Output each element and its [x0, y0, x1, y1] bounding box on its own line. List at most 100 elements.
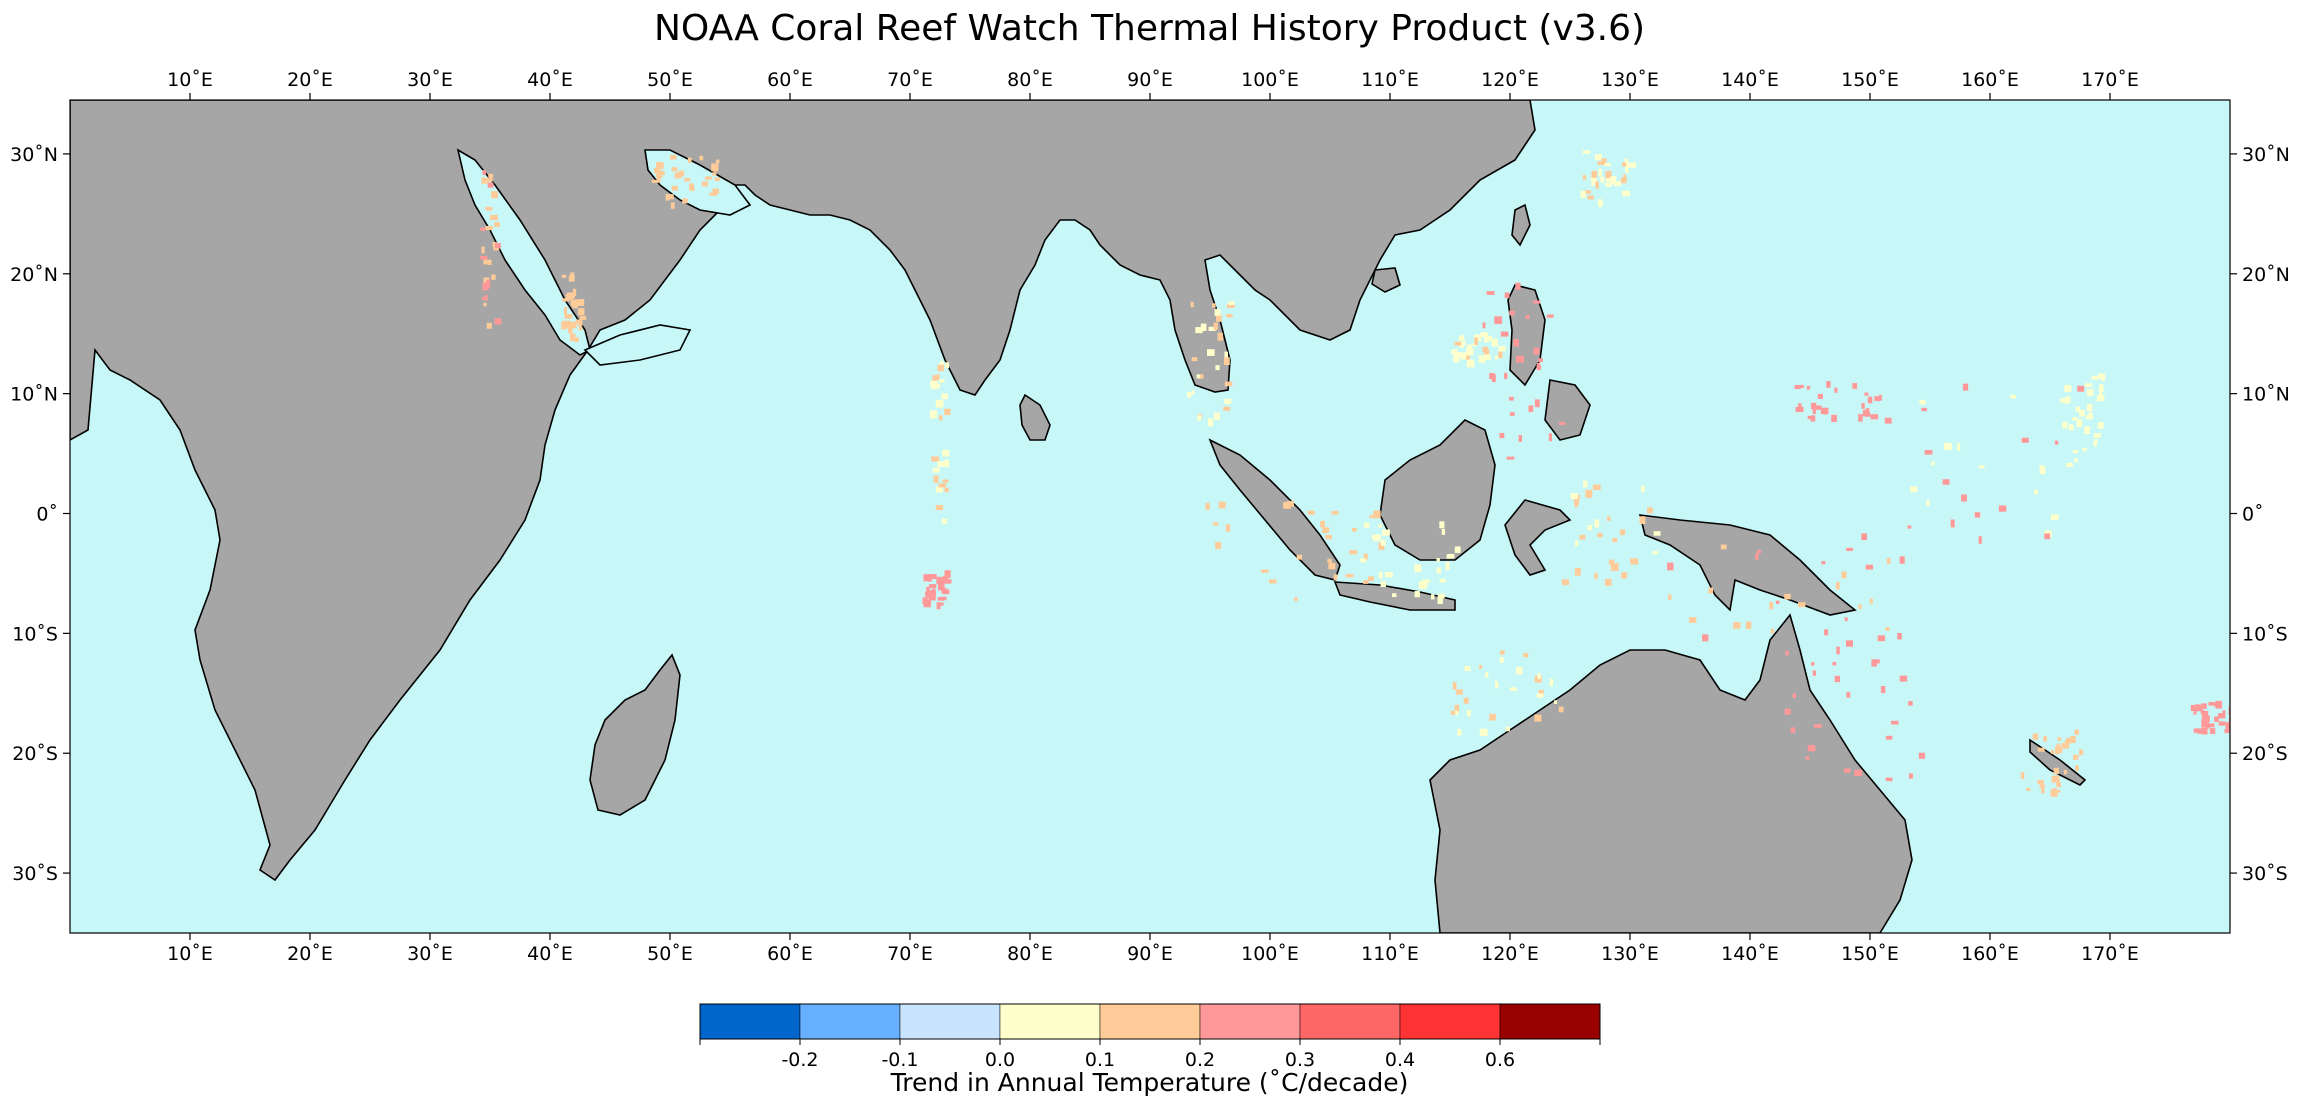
reef-pixel [1641, 485, 1645, 492]
reef-pixel [1605, 579, 1612, 586]
reef-pixel [1817, 393, 1823, 399]
reef-pixel [570, 333, 576, 342]
reef-pixel [1795, 406, 1804, 413]
reef-pixel [1844, 617, 1848, 622]
reef-pixel [1861, 533, 1867, 541]
reef-pixel [1328, 563, 1336, 570]
reef-pixel [1880, 686, 1886, 694]
reef-pixel [1865, 564, 1874, 570]
reef-pixel [1198, 374, 1204, 379]
reef-pixel [1931, 461, 1935, 466]
reef-pixel [1445, 562, 1450, 570]
reef-pixel [656, 170, 663, 179]
gulf-of-aden [583, 324, 692, 366]
coral-reef-pixels [480, 150, 2230, 797]
reef-pixel [944, 487, 949, 493]
reef-pixel [2225, 722, 2230, 730]
reef-pixel [1924, 450, 1933, 455]
reef-pixel [1594, 519, 1600, 528]
reef-pixel [1533, 347, 1540, 355]
colorbar-swatch [1399, 1003, 1501, 1040]
reef-pixel [932, 383, 937, 390]
reef-pixel [487, 182, 494, 188]
reef-pixel [1806, 385, 1811, 390]
reef-pixel [1466, 344, 1473, 352]
reef-pixel [1516, 667, 1523, 675]
chart-title: NOAA Coral Reef Watch Thermal History Pr… [653, 8, 1646, 49]
reef-pixel [1846, 640, 1853, 647]
lon-tick-label-top: 50˚E [647, 69, 693, 91]
reef-pixel [1215, 541, 1222, 549]
reef-pixel [935, 374, 940, 378]
reef-pixel [1733, 622, 1741, 629]
reef-pixel [1832, 661, 1837, 666]
reef-pixel [1498, 345, 1506, 352]
reef-pixel [930, 591, 936, 596]
reef-pixel [2021, 437, 2029, 443]
reef-pixel [1558, 706, 1564, 713]
reef-pixel [1215, 365, 1220, 371]
lat-tick-label-right: 10˚S [2242, 623, 2288, 645]
reef-pixel [1597, 199, 1603, 208]
reef-pixel [1485, 672, 1489, 678]
reef-pixel [944, 408, 951, 416]
reef-pixel [1854, 769, 1862, 776]
reef-pixel [705, 176, 712, 180]
reef-pixel [927, 575, 932, 582]
australia [1429, 613, 1913, 933]
reef-pixel [1628, 162, 1637, 168]
reef-pixel [930, 574, 937, 580]
reef-pixel [1491, 338, 1498, 347]
reef-pixel [1200, 323, 1207, 331]
reef-pixel [1831, 414, 1837, 422]
hainan [1371, 267, 1401, 293]
reef-pixel [1622, 190, 1630, 197]
reef-pixel [1482, 322, 1486, 329]
reef-pixel [2086, 404, 2093, 412]
reef-pixel [1885, 627, 1890, 631]
reef-pixel [943, 575, 949, 581]
reef-pixel [1518, 435, 1522, 442]
reef-pixel [2208, 723, 2215, 728]
reef-pixel [2070, 736, 2076, 743]
reef-pixel [1533, 300, 1541, 304]
reef-pixel [2037, 779, 2044, 784]
lat-tick-label-right: 0˚ [2242, 504, 2264, 526]
reef-pixel [1597, 532, 1603, 538]
reef-pixel [2096, 395, 2105, 402]
reef-pixel [1191, 357, 1198, 362]
reef-pixel [578, 326, 583, 331]
reef-pixel [1307, 510, 1315, 515]
reef-pixel [1548, 433, 1552, 442]
reef-pixel [1191, 390, 1195, 395]
reef-pixel [481, 177, 488, 184]
reef-pixel [1597, 161, 1604, 166]
colorbar-frame [699, 1003, 1601, 1040]
reef-pixel [1587, 524, 1593, 531]
reef-pixel [1621, 162, 1627, 167]
reef-pixel [941, 518, 948, 524]
reef-pixel [1454, 704, 1460, 713]
reef-pixel [570, 299, 579, 306]
new-guinea [1638, 514, 1857, 616]
philippines-mindanao [1544, 379, 1591, 441]
reef-pixel [1574, 567, 1581, 576]
reef-pixel [487, 178, 493, 182]
reef-pixel [480, 255, 488, 260]
reef-pixel [579, 316, 587, 320]
reef-pixel [1559, 421, 1566, 425]
reef-pixel [2074, 458, 2078, 463]
reef-pixel [2066, 462, 2073, 467]
reef-pixel [1625, 165, 1629, 173]
reef-pixel [1523, 653, 1529, 658]
reef-pixel [1224, 398, 1232, 405]
reef-pixel [1864, 412, 1871, 417]
reef-pixel [1944, 443, 1952, 450]
reef-pixel [924, 574, 931, 578]
reef-pixel [1885, 777, 1893, 782]
reef-pixel [1500, 650, 1505, 655]
reef-pixel [1573, 496, 1579, 504]
reef-pixel [928, 584, 937, 589]
reef-pixel [2065, 396, 2071, 404]
reef-pixel [937, 597, 945, 601]
